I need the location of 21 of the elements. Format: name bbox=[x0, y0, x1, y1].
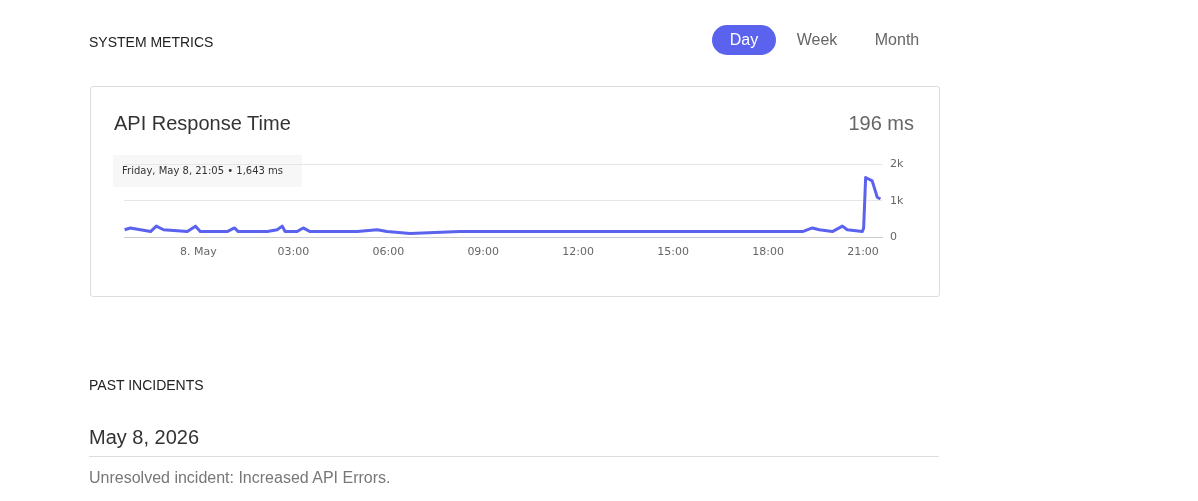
y-tick-label: 1k bbox=[890, 193, 904, 207]
text: PAST INCIDENTS bbox=[89, 377, 204, 393]
x-tick-label: 15:00 bbox=[657, 245, 689, 259]
annotation: Friday, May 8, 21:05 • 1,643 ms bbox=[113, 155, 302, 187]
text: May 8, 2026 bbox=[89, 426, 200, 449]
x-tick-label: 21:00 bbox=[847, 245, 879, 259]
x-tick-label: 06:00 bbox=[372, 245, 405, 259]
x-tick-label: 12:00 bbox=[562, 245, 595, 259]
text: Month bbox=[873, 30, 921, 50]
y-tick-label: 0 bbox=[890, 229, 897, 243]
x-tick-label: 8. May bbox=[180, 245, 218, 259]
chart-subtitle: 196 ms bbox=[848, 112, 914, 135]
text: SYSTEM METRICS bbox=[89, 34, 214, 50]
y-tick-label: 2k bbox=[890, 157, 904, 171]
text: Day bbox=[712, 25, 776, 55]
text: Unresolved incident: Increased API Errors. bbox=[89, 469, 391, 487]
x-tick-label: 03:00 bbox=[277, 245, 310, 259]
x-tick-label: 09:00 bbox=[467, 245, 500, 259]
x-tick-label: 18:00 bbox=[752, 245, 784, 259]
text: Week bbox=[795, 30, 839, 50]
chart-title: API Response Time bbox=[114, 112, 291, 135]
